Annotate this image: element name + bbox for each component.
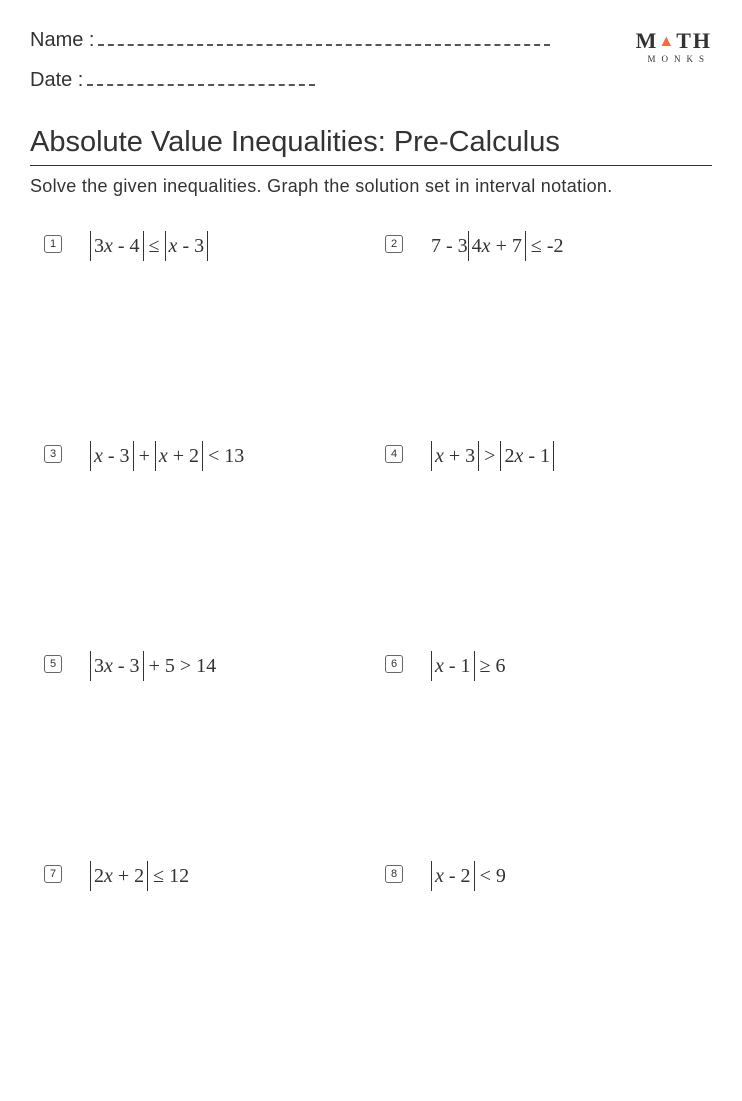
problems-grid: 13x - 4 ≤ x - 327 - 34x + 7 ≤ -23x - 3 +… bbox=[30, 231, 712, 1071]
name-blank bbox=[98, 28, 550, 46]
problem-expression: x - 3 + x + 2 < 13 bbox=[90, 441, 244, 471]
problem-4: 4 x + 3 > 2x - 1 bbox=[371, 441, 712, 651]
worksheet-title: Absolute Value Inequalities: Pre-Calculu… bbox=[30, 126, 712, 166]
problem-expression: 3x - 3 + 5 > 14 bbox=[90, 651, 216, 681]
logo-main: M▲TH bbox=[636, 30, 712, 52]
logo-m: M bbox=[636, 28, 659, 53]
problem-expression: x - 1 ≥ 6 bbox=[431, 651, 506, 681]
problem-number: 4 bbox=[385, 445, 403, 463]
problem-expression: x - 2 < 9 bbox=[431, 861, 506, 891]
math-monks-logo: M▲TH MONKS bbox=[636, 28, 712, 64]
problem-number: 5 bbox=[44, 655, 62, 673]
problem-8: 8 x - 2 < 9 bbox=[371, 861, 712, 1071]
problem-expression: x + 3 > 2x - 1 bbox=[431, 441, 554, 471]
date-label: Date : bbox=[30, 69, 83, 92]
problem-number: 2 bbox=[385, 235, 403, 253]
name-label: Name : bbox=[30, 29, 94, 52]
problem-number: 1 bbox=[44, 235, 62, 253]
worksheet-instructions: Solve the given inequalities. Graph the … bbox=[30, 176, 712, 197]
problem-5: 5 3x - 3 + 5 > 14 bbox=[30, 651, 371, 861]
problem-number: 7 bbox=[44, 865, 62, 883]
problem-expression: 2x + 2 ≤ 12 bbox=[90, 861, 189, 891]
problem-2: 2 7 - 34x + 7 ≤ -2 bbox=[371, 231, 712, 441]
logo-subtext: MONKS bbox=[636, 54, 712, 64]
worksheet-header: Name : Date : M▲TH MONKS bbox=[30, 28, 712, 108]
problem-expression: 7 - 34x + 7 ≤ -2 bbox=[431, 231, 563, 261]
problem-1: 1 3x - 4 ≤ x - 3 bbox=[30, 231, 371, 441]
problem-number: 8 bbox=[385, 865, 403, 883]
student-fields: Name : Date : bbox=[30, 28, 636, 108]
logo-th: TH bbox=[676, 28, 712, 53]
name-field: Name : bbox=[30, 28, 636, 52]
problem-number: 3 bbox=[44, 445, 62, 463]
logo-triangle-icon: ▲ bbox=[658, 33, 676, 50]
problem-7: 7 2x + 2 ≤ 12 bbox=[30, 861, 371, 1071]
date-field: Date : bbox=[30, 68, 636, 92]
problem-expression: 3x - 4 ≤ x - 3 bbox=[90, 231, 208, 261]
date-blank bbox=[87, 68, 315, 86]
problem-3: 3 x - 3 + x + 2 < 13 bbox=[30, 441, 371, 651]
problem-6: 6 x - 1 ≥ 6 bbox=[371, 651, 712, 861]
problem-number: 6 bbox=[385, 655, 403, 673]
